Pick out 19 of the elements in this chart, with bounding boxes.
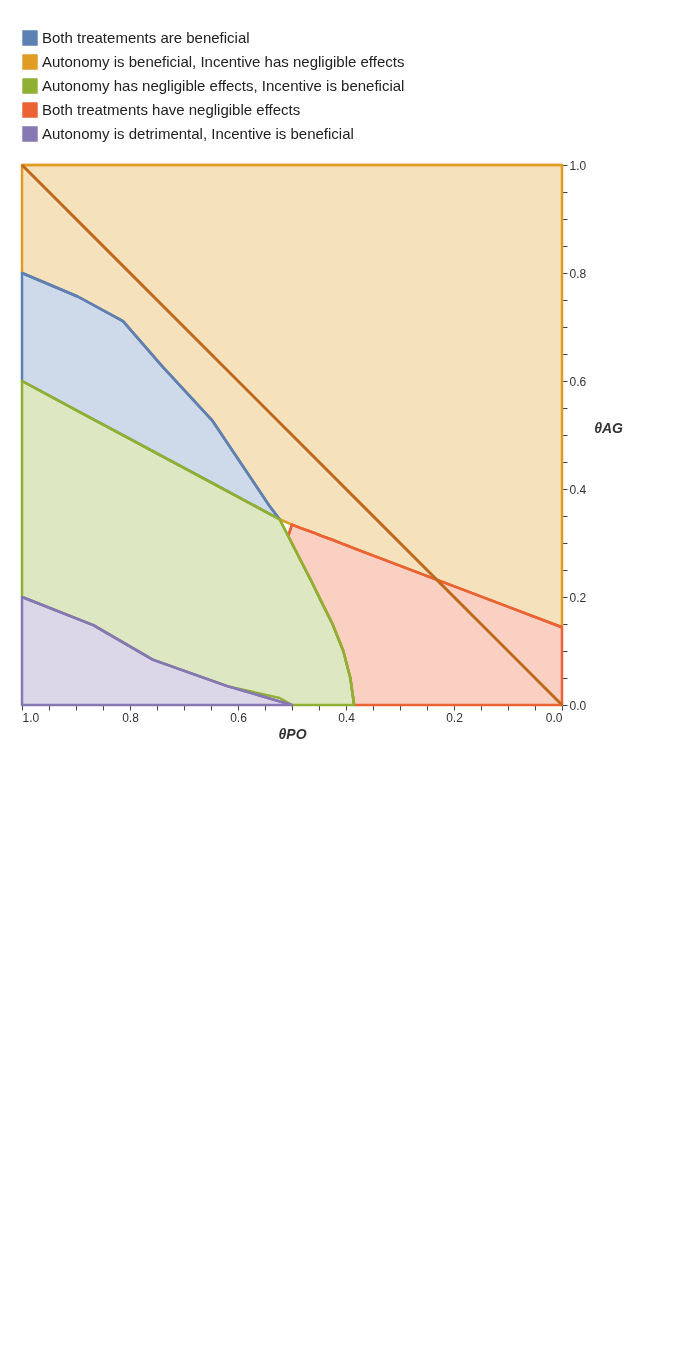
x-tick-label: 0.6: [230, 710, 248, 725]
y-tick-label: 0.2: [569, 590, 587, 605]
y-tick-label: 0.8: [569, 266, 587, 281]
x-tick-label: 0.4: [338, 710, 356, 725]
legend-label: Both treatements are beneficial: [42, 29, 250, 46]
y-tick-label: 0.4: [569, 482, 587, 497]
legend-label: Both treatments have negligible effects: [42, 101, 301, 118]
x-tick-label: 0.8: [122, 710, 140, 725]
x-tick-label: 1.0: [22, 710, 40, 725]
legend-label: Autonomy is detrimental, Incentive is beneficial: [42, 125, 354, 142]
y-tick-label: 0.6: [569, 374, 587, 389]
x-tick-label: 0.2: [446, 710, 464, 725]
y-tick-label: 1.0: [569, 158, 587, 173]
y-axis-title: θAG: [594, 419, 624, 436]
x-axis-title: θPO: [278, 725, 307, 742]
legend-label: Autonomy is beneficial, Incentive has negligible effects: [42, 53, 405, 70]
x-tick-label: 0.0: [545, 710, 563, 725]
y-tick-label: 0.0: [569, 698, 587, 713]
legend-label: Autonomy has negligible effects, Incentive is beneficial: [42, 77, 405, 94]
